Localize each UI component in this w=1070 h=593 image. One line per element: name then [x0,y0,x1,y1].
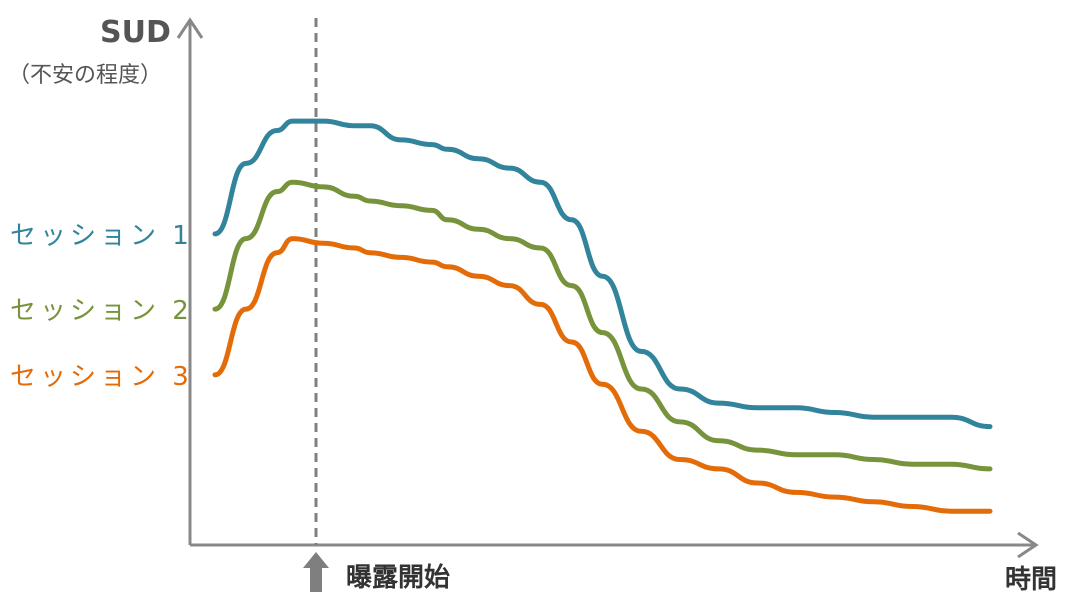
axes [176,17,1039,559]
up-arrow-icon [303,552,329,592]
y-axis-subtitle: （不安の程度） [8,63,162,88]
x-axis-arrowhead [1017,531,1039,559]
x-axis-title: 時間 [1005,565,1057,593]
series-line-1 [212,118,993,430]
y-axis-arrowhead [176,17,204,39]
exposure-start-marker [303,18,329,592]
legend-label-1: セッション 1 [10,221,193,251]
legend-label-3: セッション 3 [10,362,193,392]
legend-label-2: セッション 2 [10,296,193,326]
series-line-3 [212,236,993,514]
y-axis-title: SUD [100,15,171,50]
series-layer [212,118,993,514]
exposure-start-label: 曝露開始 [346,563,450,593]
series-line-2 [212,179,993,472]
legend: セッション 1 セッション 2 セッション 3 [10,221,193,392]
